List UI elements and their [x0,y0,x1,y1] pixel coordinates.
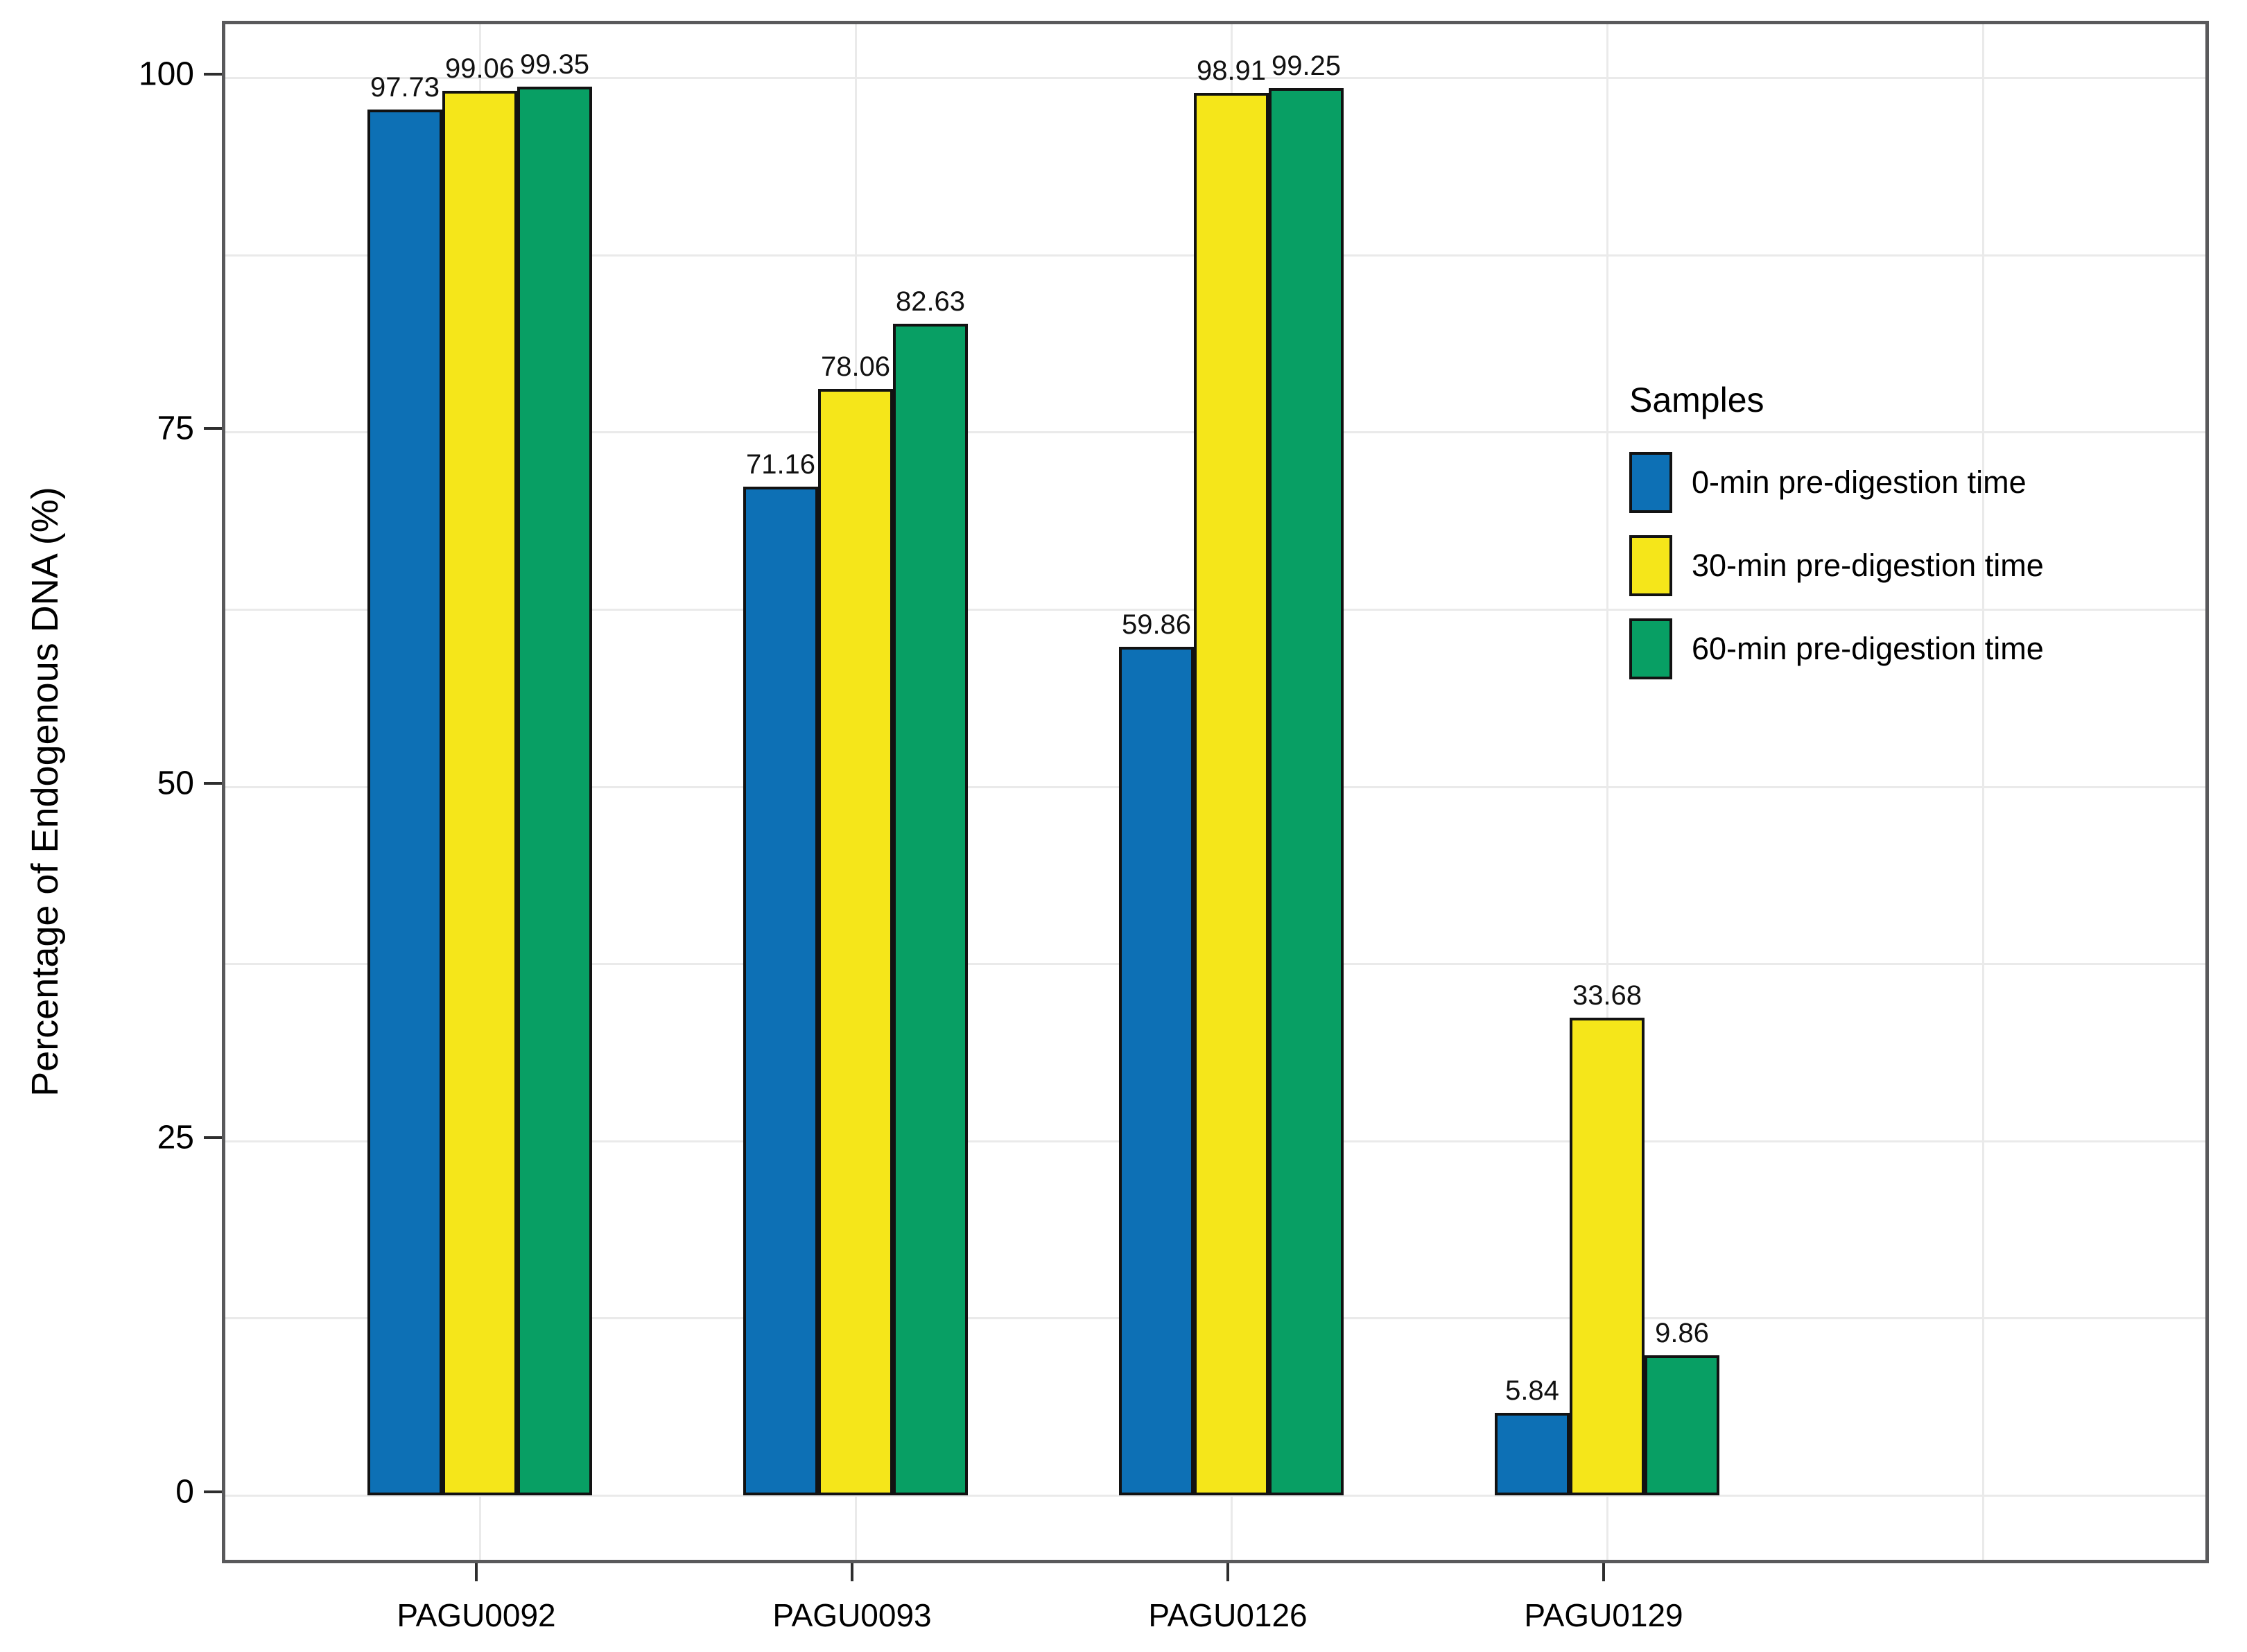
bar-PAGU0126 [1269,88,1344,1495]
legend: Samples 0-min pre-digestion time 30-min … [1629,380,2044,700]
y-tick-label: 75 [157,410,194,447]
legend-title: Samples [1629,381,1764,419]
x-category-label: PAGU0093 [772,1597,932,1633]
x-tick-mark [851,1563,853,1581]
legend-label: 60-min pre-digestion time [1692,631,2044,666]
y-tick-mark [204,427,222,431]
bar-value-label: 82.63 [895,286,966,318]
bar-value-label: 59.86 [1121,609,1192,640]
bar-value-label: 9.86 [1655,1318,1709,1349]
bar-value-label: 99.25 [1271,51,1342,82]
x-category-label: PAGU0092 [397,1597,556,1633]
legend-swatch-30min [1629,535,1672,596]
bar-PAGU0093 [893,324,968,1495]
bar-PAGU0092 [517,87,592,1495]
legend-item: 0-min pre-digestion time [1629,451,2044,514]
gridline-horizontal-major [225,1495,2205,1497]
y-tick-label: 25 [157,1119,194,1156]
plot-panel: 97.73 99.06 99.35 71.16 78.06 82.63 59.86 98.91… [222,21,2209,1563]
legend-label: 0-min pre-digestion time [1692,464,2027,500]
legend-label: 30-min pre-digestion time [1692,548,2044,583]
gridline-vertical [1982,24,1984,1560]
bar-PAGU0093 [743,486,818,1495]
y-tick-mark [204,1136,222,1139]
x-category-label: PAGU0129 [1524,1597,1683,1633]
legend-swatch-60min [1629,618,1672,679]
bar-PAGU0129 [1495,1412,1570,1495]
legend-item: 60-min pre-digestion time [1629,617,2044,681]
y-tick-label: 0 [175,1473,194,1511]
bar-PAGU0126 [1194,93,1269,1495]
x-tick-mark [475,1563,478,1581]
bar-PAGU0092 [442,91,517,1495]
y-tick-label: 100 [138,55,194,93]
bar-value-label: 33.68 [1572,980,1642,1011]
bar-PAGU0129 [1570,1018,1645,1495]
bar-PAGU0126 [1119,646,1194,1495]
y-tick-mark [204,73,222,76]
bar-PAGU0093 [818,388,893,1495]
y-tick-mark [204,781,222,785]
bar-value-label: 98.91 [1196,55,1267,87]
bar-value-label: 71.16 [745,449,816,480]
x-tick-mark [1226,1563,1229,1581]
x-tick-mark [1602,1563,1605,1581]
y-axis-title: Percentage of Endogenous DNA (%) [24,487,66,1097]
gridline-horizontal-major [225,77,2205,79]
bar-PAGU0129 [1645,1355,1719,1495]
legend-swatch-0min [1629,452,1672,513]
bar-value-label: 99.06 [444,53,515,85]
bar-value-label: 5.84 [1505,1375,1559,1406]
bar-value-label: 97.73 [370,72,440,103]
bar-value-label: 78.06 [820,351,891,382]
gridline-vertical [1606,24,1608,1560]
y-tick-label: 50 [157,765,194,801]
bar-PAGU0092 [367,110,442,1495]
legend-item: 30-min pre-digestion time [1629,534,2044,598]
y-tick-mark [204,1490,222,1493]
bar-value-label: 99.35 [519,49,590,80]
x-category-label: PAGU0126 [1148,1597,1308,1633]
